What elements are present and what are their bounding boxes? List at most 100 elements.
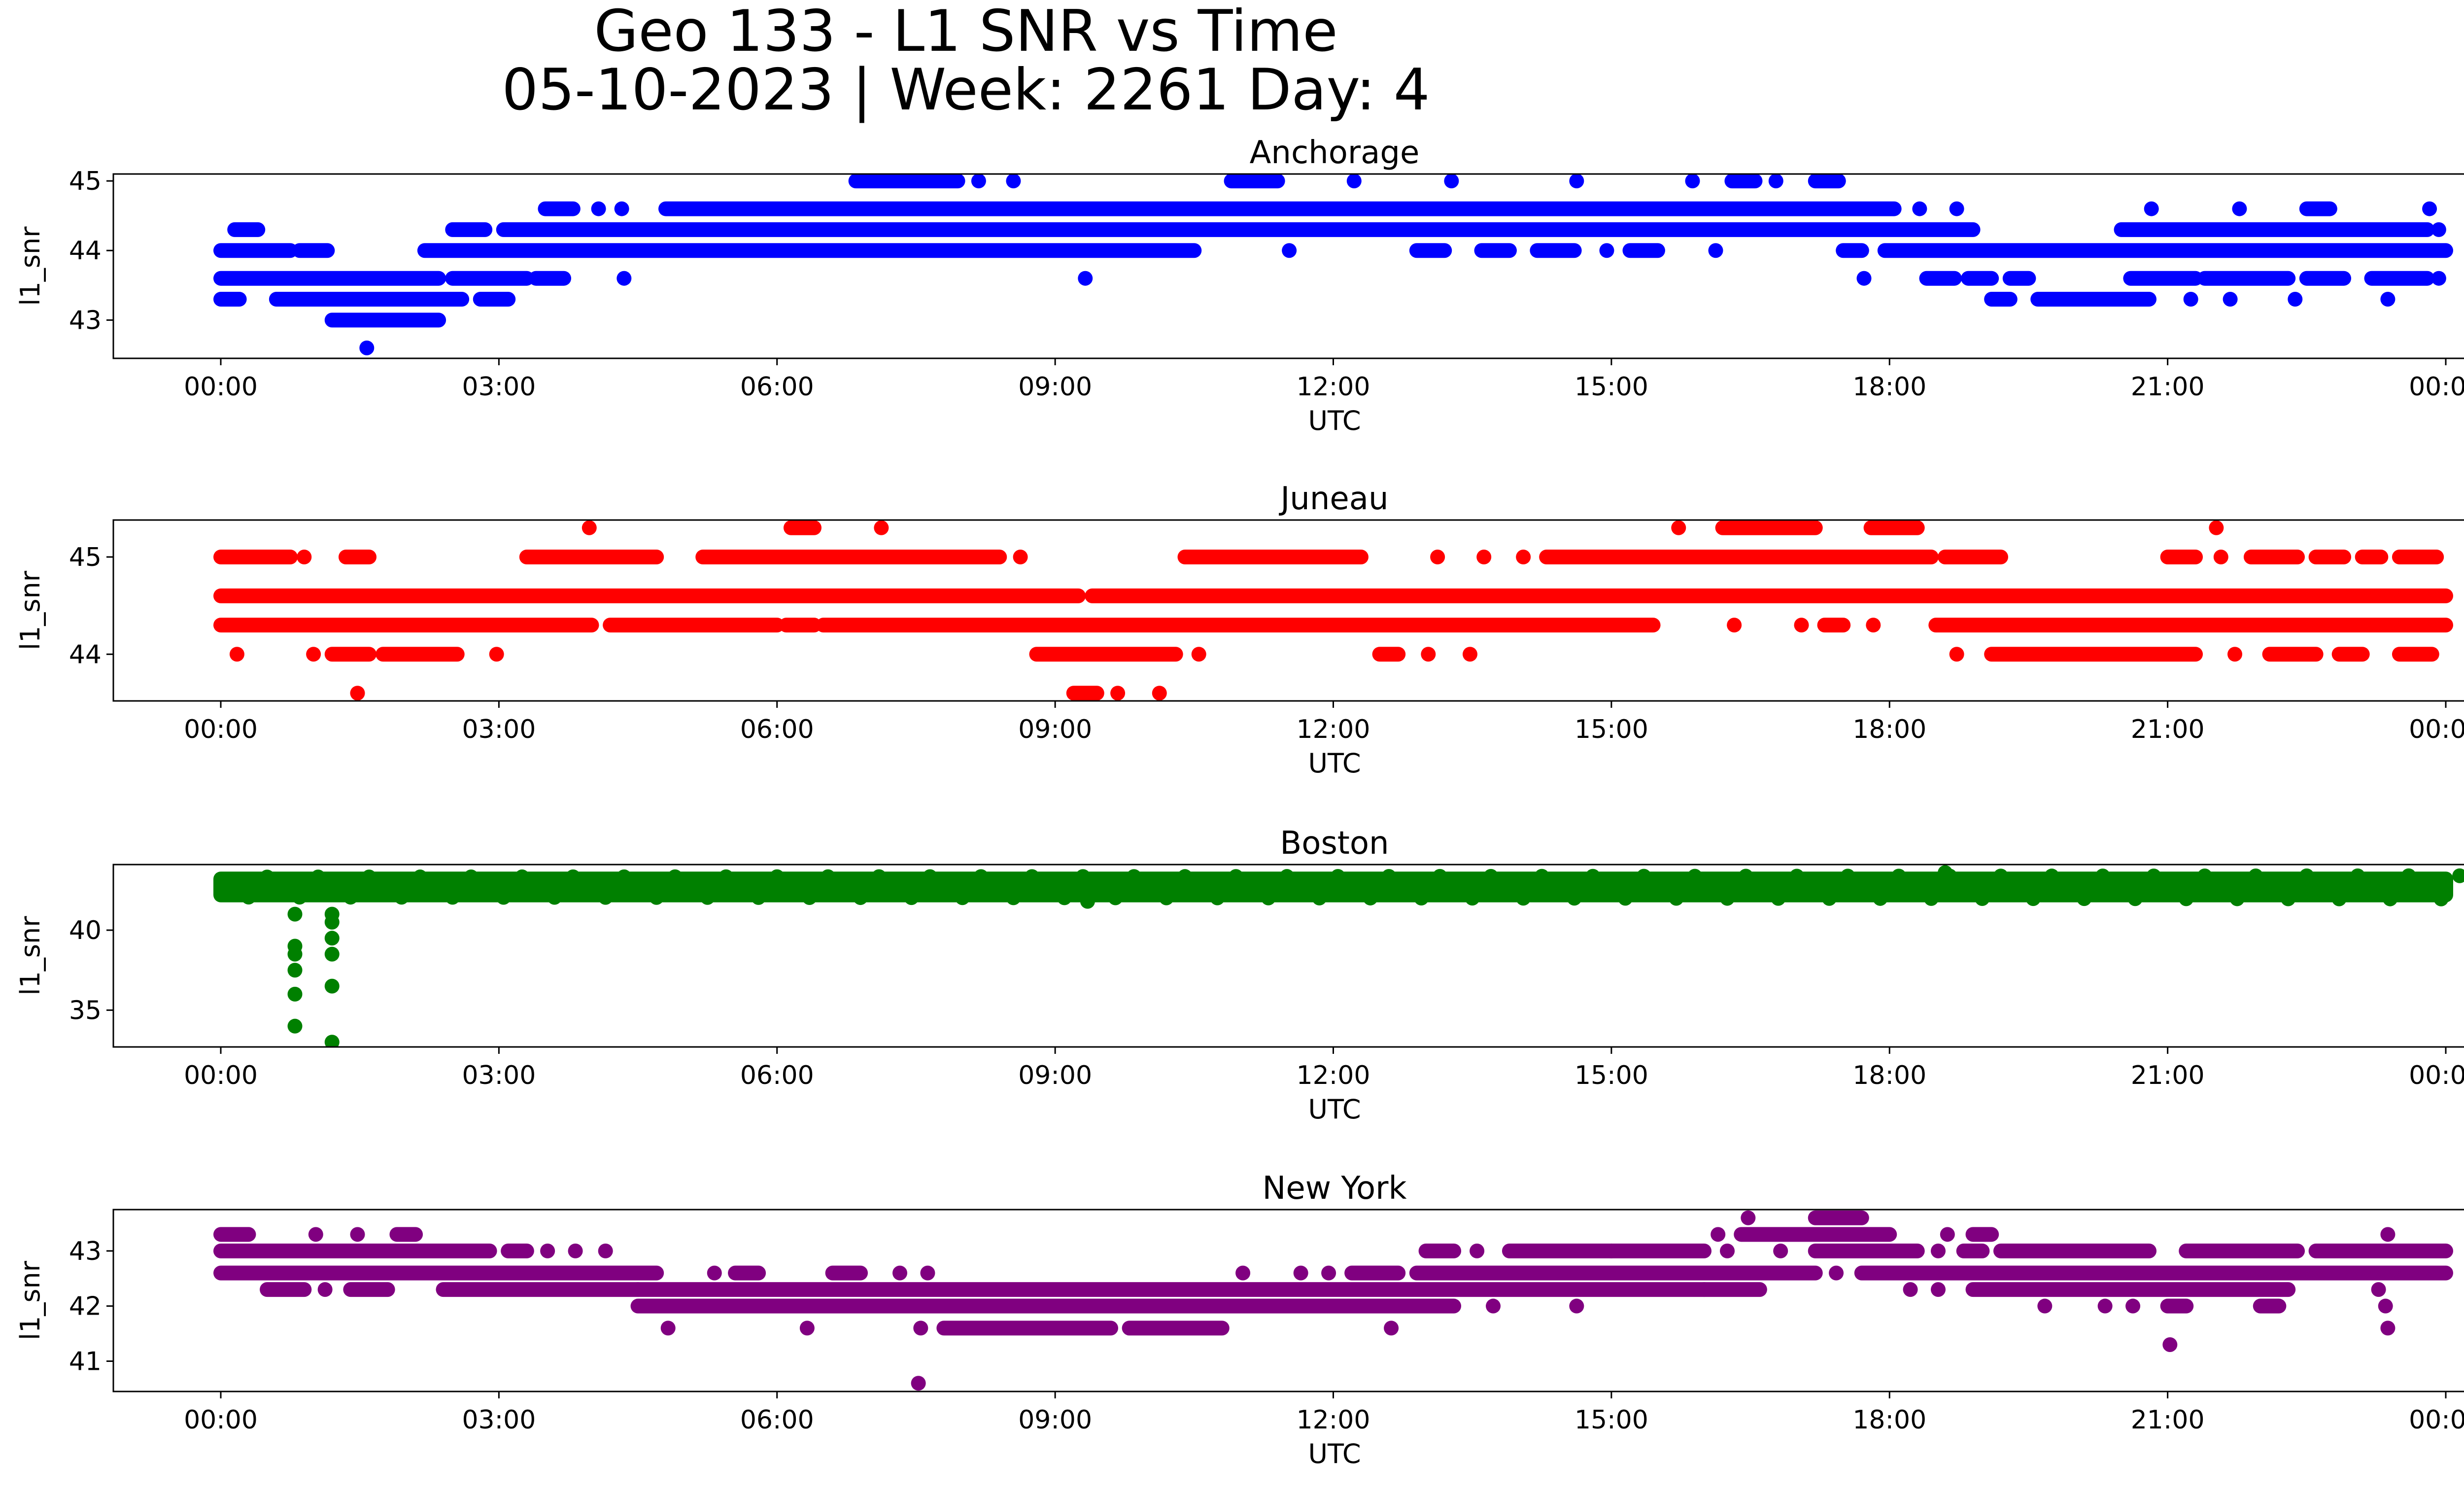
juneau-xtick-label: 12:00 [1297,715,1370,744]
boston-point [1127,869,1142,884]
anchorage-point [1599,243,1614,258]
new-york-point [1470,1243,1485,1258]
new-york-ytick-label: 43 [69,1237,102,1266]
juneau-point-run [1066,686,1104,701]
new-york-point [1940,1227,1955,1242]
new-york-point-run [1122,1321,1230,1336]
anchorage-xtick-label: 12:00 [1297,372,1370,402]
boston-point [287,946,303,962]
boston-point [955,890,970,905]
boston-point [719,869,734,884]
anchorage-point-run [2197,271,2296,286]
juneau-point-run [1928,618,2453,633]
anchorage-ytick-label: 45 [69,167,102,196]
boston-point [1228,869,1243,884]
anchorage-point [616,271,632,286]
juneau-title: Juneau [1278,481,1388,517]
anchorage-point [1912,201,1927,216]
juneau-points [213,520,2453,701]
boston-point [769,869,785,884]
juneau-point [1421,647,1436,662]
anchorage-point-run [538,201,581,216]
boston-point [1432,869,1447,884]
boston-point [2331,891,2347,906]
figure-title-line2: 05-10-2023 | Week: 2261 Day: 4 [502,57,1430,123]
boston-point [362,869,376,885]
anchorage-point [2183,292,2198,307]
new-york-axes [112,1209,2464,1392]
new-york-point-run [213,1265,664,1281]
new-york-point-run [1734,1227,1897,1242]
boston-point [1585,869,1601,884]
anchorage-point [1708,243,1723,258]
new-york-point-run [1502,1243,1619,1258]
new-york-title: New York [1262,1170,1406,1207]
boston-point [324,1035,340,1047]
boston-points [213,865,2464,1047]
boston-point [1483,869,1499,884]
anchorage-point [591,201,606,216]
boston-title: Boston [1280,825,1389,862]
anchorage-point [1856,271,1872,286]
new-york-point-run [501,1243,534,1258]
boston-point [616,869,632,884]
new-york-xtick-label: 21:00 [2131,1405,2205,1435]
juneau-point [1476,549,1492,564]
boston-point [1873,891,1888,906]
new-york-point-run [436,1282,646,1297]
juneau-point [1794,618,1809,633]
boston-point [2299,868,2314,883]
new-york-point-run [1965,1282,2296,1297]
anchorage-point-run [2299,271,2352,286]
boston-point [1159,890,1174,905]
new-york-point-run [1854,1265,2453,1281]
anchorage-point [2288,292,2303,307]
new-york-point-run [389,1227,423,1242]
juneau-point-run [2331,647,2370,662]
new-york-point [2371,1282,2386,1297]
anchorage-ytick-label: 43 [69,306,102,335]
boston-point [292,890,307,905]
boston-point [853,890,868,905]
new-york-point-run [1418,1243,1462,1258]
boston-point [2146,869,2161,884]
boston-point [1891,869,1907,884]
boston-point [2350,868,2365,883]
boston-point [1821,891,1837,906]
anchorage-xtick-label: 21:00 [2131,372,2205,402]
juneau-point [2209,520,2224,535]
new-york-point-run [825,1265,868,1281]
juneau-point-run [1938,549,2008,564]
new-york-point [1720,1243,1735,1258]
new-york-point [1486,1298,1501,1314]
boston-point [324,978,340,994]
new-york-point [2378,1298,2393,1314]
anchorage-point-run [213,271,446,286]
anchorage-point-run [848,174,965,189]
new-york-point [1741,1210,1756,1225]
figure-title-line1: Geo 133 - L1 SNR vs Time [594,0,1337,65]
juneau-point-run [1715,520,1823,535]
boston-xtick-label: 18:00 [1852,1061,1926,1090]
boston-point [700,890,715,905]
new-york-xtick-label: 00:00 [2409,1405,2464,1435]
boston-point [2197,869,2212,884]
juneau-xtick-label: 00:00 [2409,715,2464,744]
anchorage-point-run [445,271,534,286]
juneau-point [1671,520,1686,535]
boston-point [2433,891,2449,906]
anchorage-point-run [1961,271,1999,286]
juneau-point [874,520,889,535]
boston-xlabel: UTC [1308,1094,1361,1125]
boston-point [2248,868,2263,883]
new-york-point [540,1243,555,1258]
anchorage-axes [112,173,2464,359]
anchorage-point [1949,201,1964,216]
anchorage-points [213,174,2453,355]
new-york-point [2380,1227,2396,1242]
juneau-point-run [1029,647,1183,662]
juneau-point-run [695,549,1007,564]
anchorage-point-run [473,292,516,307]
new-york-point [568,1243,583,1258]
anchorage-point-run [2114,222,2435,237]
